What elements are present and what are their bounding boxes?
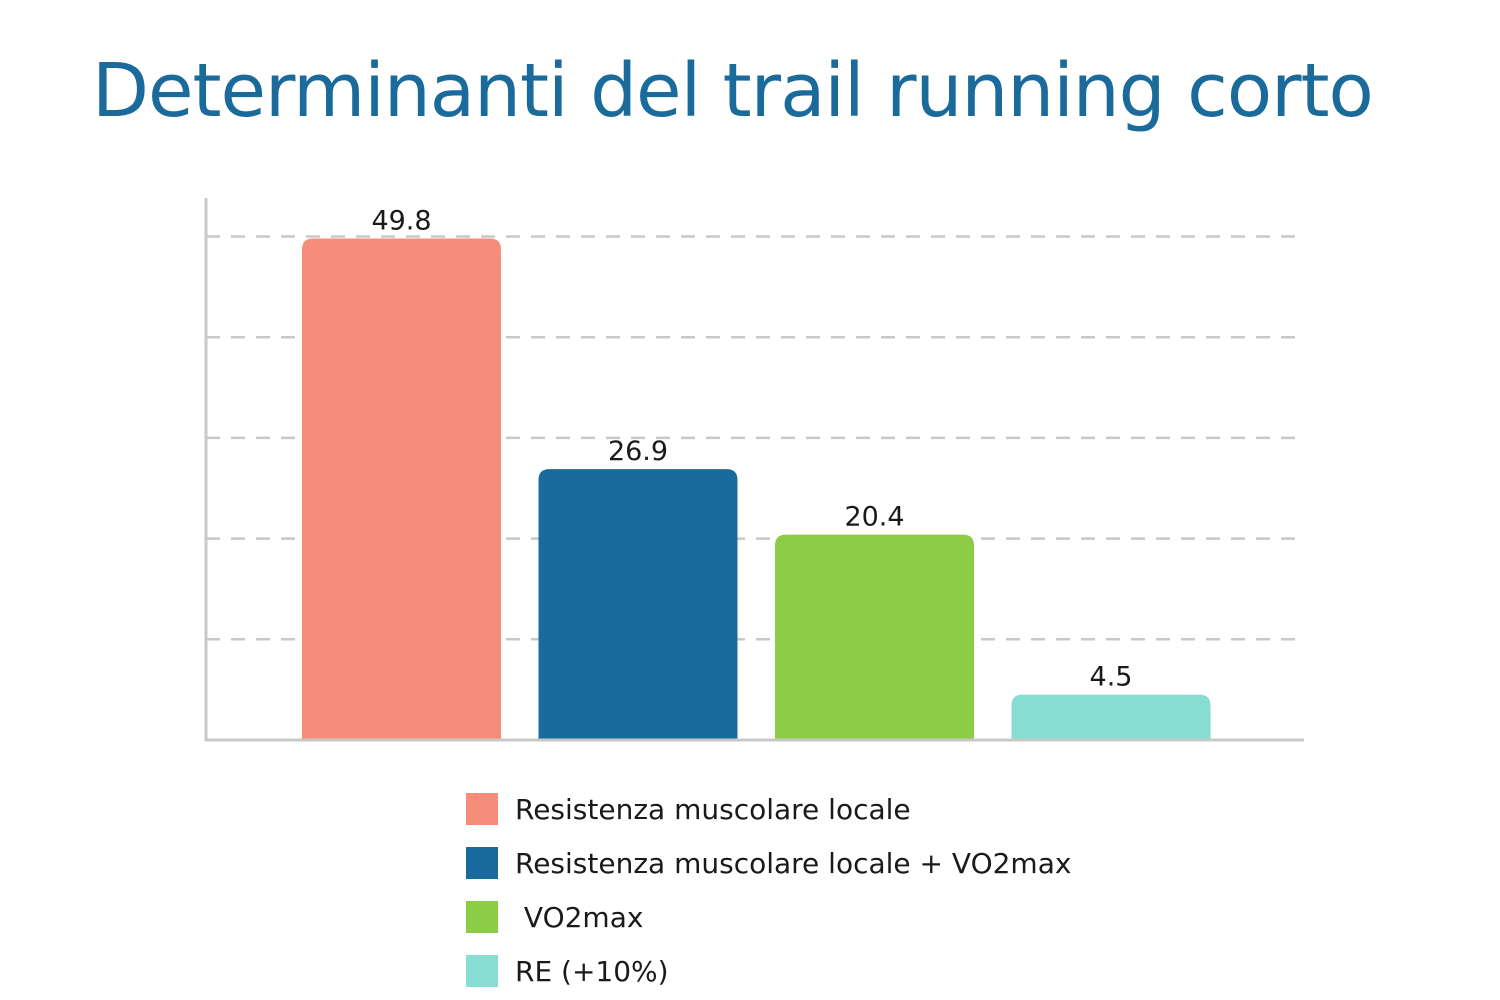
value-label-4: 4.5 (1090, 662, 1133, 693)
value-label-2: 26.9 (608, 436, 668, 467)
bar-4 (1011, 694, 1211, 740)
bars (302, 238, 1211, 740)
legend-label-2: Resistenza muscolare locale + VO2max (515, 846, 1072, 880)
legend-swatch-3 (466, 901, 498, 933)
axes (204, 198, 1304, 742)
legend-swatch-2 (466, 847, 498, 879)
bar-3 (775, 534, 974, 740)
legend-label-1: Resistenza muscolare locale (515, 792, 911, 826)
value-labels: 49.8 26.9 20.4 4.5 (371, 206, 1132, 693)
value-label-3: 20.4 (844, 502, 904, 533)
legend-label-4: RE (+10%) (515, 954, 669, 988)
bar-1 (302, 238, 501, 740)
legend: Resistenza muscolare locale Resistenza mu… (466, 782, 1071, 998)
chart-title: Determinanti del trail running corto (92, 48, 1374, 134)
legend-item-1: Resistenza muscolare locale (466, 782, 1071, 836)
legend-item-4: RE (+10%) (466, 944, 1071, 998)
value-label-1: 49.8 (371, 206, 431, 237)
legend-swatch-1 (466, 793, 498, 825)
legend-label-3: VO2max (515, 900, 644, 934)
bar-2 (538, 469, 738, 740)
legend-item-3: VO2max (466, 890, 1071, 944)
legend-item-2: Resistenza muscolare locale + VO2max (466, 836, 1071, 890)
legend-swatch-4 (466, 955, 498, 987)
